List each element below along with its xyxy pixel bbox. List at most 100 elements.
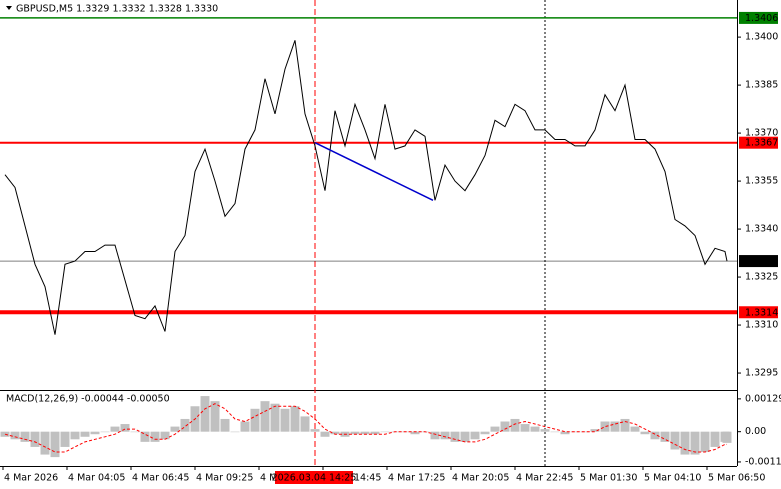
- macd-bar: [160, 431, 170, 440]
- price-level-tag: [739, 136, 778, 149]
- macd-bar: [140, 431, 150, 442]
- price-line: [4, 40, 728, 335]
- x-tick-label: 4 Mar 06:45: [132, 473, 189, 484]
- macd-bar: [550, 431, 560, 433]
- macd-bar: [350, 431, 360, 435]
- macd-bar: [120, 424, 130, 432]
- macd-bar: [700, 431, 710, 453]
- macd-bar: [150, 431, 160, 442]
- macd-bar: [620, 418, 630, 432]
- macd-bar: [240, 421, 250, 432]
- x-tick-label: 4 Mar 20:05: [452, 473, 509, 484]
- y-tick-label: 1.3310: [745, 320, 778, 331]
- macd-bar: [450, 431, 460, 442]
- macd-bar: [510, 418, 520, 432]
- macd-bar: [60, 431, 70, 447]
- macd-bar: [200, 396, 210, 432]
- macd-bar: [290, 406, 300, 432]
- y-tick-label: 1.3325: [745, 272, 778, 283]
- x-tick-label: 4 Mar 09:25: [196, 473, 253, 484]
- y-tick-label: 1.3370: [745, 128, 778, 139]
- macd-bar: [10, 431, 20, 440]
- macd-bar: [670, 431, 680, 450]
- macd-bar: [630, 426, 640, 432]
- price-level-tag: [739, 11, 778, 24]
- macd-bar: [370, 431, 380, 435]
- macd-bar: [380, 431, 390, 433]
- macd-bar: [90, 431, 100, 435]
- macd-bar: [320, 431, 330, 437]
- macd-bar: [440, 431, 450, 440]
- macd-bar: [280, 408, 290, 432]
- macd-bar: [600, 421, 610, 432]
- indicator-title: MACD(12,26,9) -0.00044 -0.00050: [6, 394, 170, 405]
- macd-bar: [470, 431, 480, 440]
- macd-bar: [180, 418, 190, 432]
- macd-bar: [220, 418, 230, 432]
- macd-bar: [130, 431, 140, 433]
- price-level-tag: [739, 255, 778, 268]
- macd-bar: [100, 431, 110, 433]
- chart-title: GBPUSD,M5 1.3329 1.3332 1.3328 1.3330: [16, 4, 218, 15]
- y-tick-label: 1.3385: [745, 80, 778, 91]
- crosshair-tag: [275, 471, 353, 484]
- price-level-label: 1.3367: [745, 138, 778, 149]
- macd-bar: [480, 431, 490, 435]
- x-tick-label: 4 Mar 17:25: [388, 473, 445, 484]
- macd-bar: [360, 431, 370, 435]
- macd-bar: [170, 426, 180, 432]
- y-tick-label: 0.00: [745, 426, 766, 437]
- y-tick-label: 1.3355: [745, 176, 778, 187]
- macd-bar: [530, 426, 540, 432]
- macd-bar: [210, 401, 220, 432]
- macd-bar: [722, 431, 732, 443]
- macd-bar: [20, 431, 30, 442]
- macd-bar: [40, 431, 50, 455]
- macd-bar: [270, 403, 280, 432]
- macd-bar: [690, 431, 700, 455]
- macd-bar: [70, 431, 80, 440]
- x-tick-label: 4 Mar 04:05: [68, 473, 125, 484]
- y-tick-label: 1.3295: [745, 368, 778, 379]
- macd-bar: [330, 431, 340, 435]
- y-tick-label: 1.3340: [745, 224, 778, 235]
- x-tick-label: 4 Mar 2026: [4, 473, 58, 484]
- macd-bar: [460, 431, 470, 442]
- price-level-label: 1.3406: [745, 13, 778, 24]
- macd-bar: [570, 431, 580, 433]
- macd-bar: [520, 424, 530, 432]
- macd-bar: [540, 429, 550, 432]
- macd-bar: [610, 421, 620, 432]
- macd-bar: [590, 429, 600, 432]
- x-tick-label: 4 Mar 22:45: [516, 473, 573, 484]
- trend-line: [314, 142, 434, 201]
- macd-bar: [310, 429, 320, 432]
- y-tick-label: -0.00119: [745, 456, 781, 467]
- macd-bar: [80, 431, 90, 437]
- x-tick-label: 5 Mar 01:30: [580, 473, 637, 484]
- macd-bar: [650, 431, 660, 440]
- macd-bar: [710, 431, 720, 447]
- macd-bar: [30, 431, 40, 447]
- price-level-tag: [739, 306, 778, 319]
- x-tick-label: 5 Mar 04:10: [644, 473, 701, 484]
- crosshair-label: 2026.03.04 14:25: [272, 473, 357, 484]
- signal-line: [4, 403, 727, 453]
- y-tick-label: 0.00129: [745, 393, 781, 404]
- macd-bar: [230, 431, 240, 433]
- price-level-label: 1.3314: [745, 307, 778, 318]
- macd-bar: [580, 431, 590, 433]
- macd-bar: [660, 431, 670, 442]
- macd-bar: [260, 401, 270, 432]
- macd-bar: [410, 431, 420, 435]
- macd-bar: [490, 426, 500, 432]
- macd-bar: [560, 431, 570, 435]
- macd-bar: [300, 416, 310, 432]
- macd-bar: [50, 431, 60, 458]
- macd-bar: [640, 431, 650, 435]
- menu-triangle: [6, 6, 12, 10]
- x-tick-label: 5 Mar 06:50: [708, 473, 765, 484]
